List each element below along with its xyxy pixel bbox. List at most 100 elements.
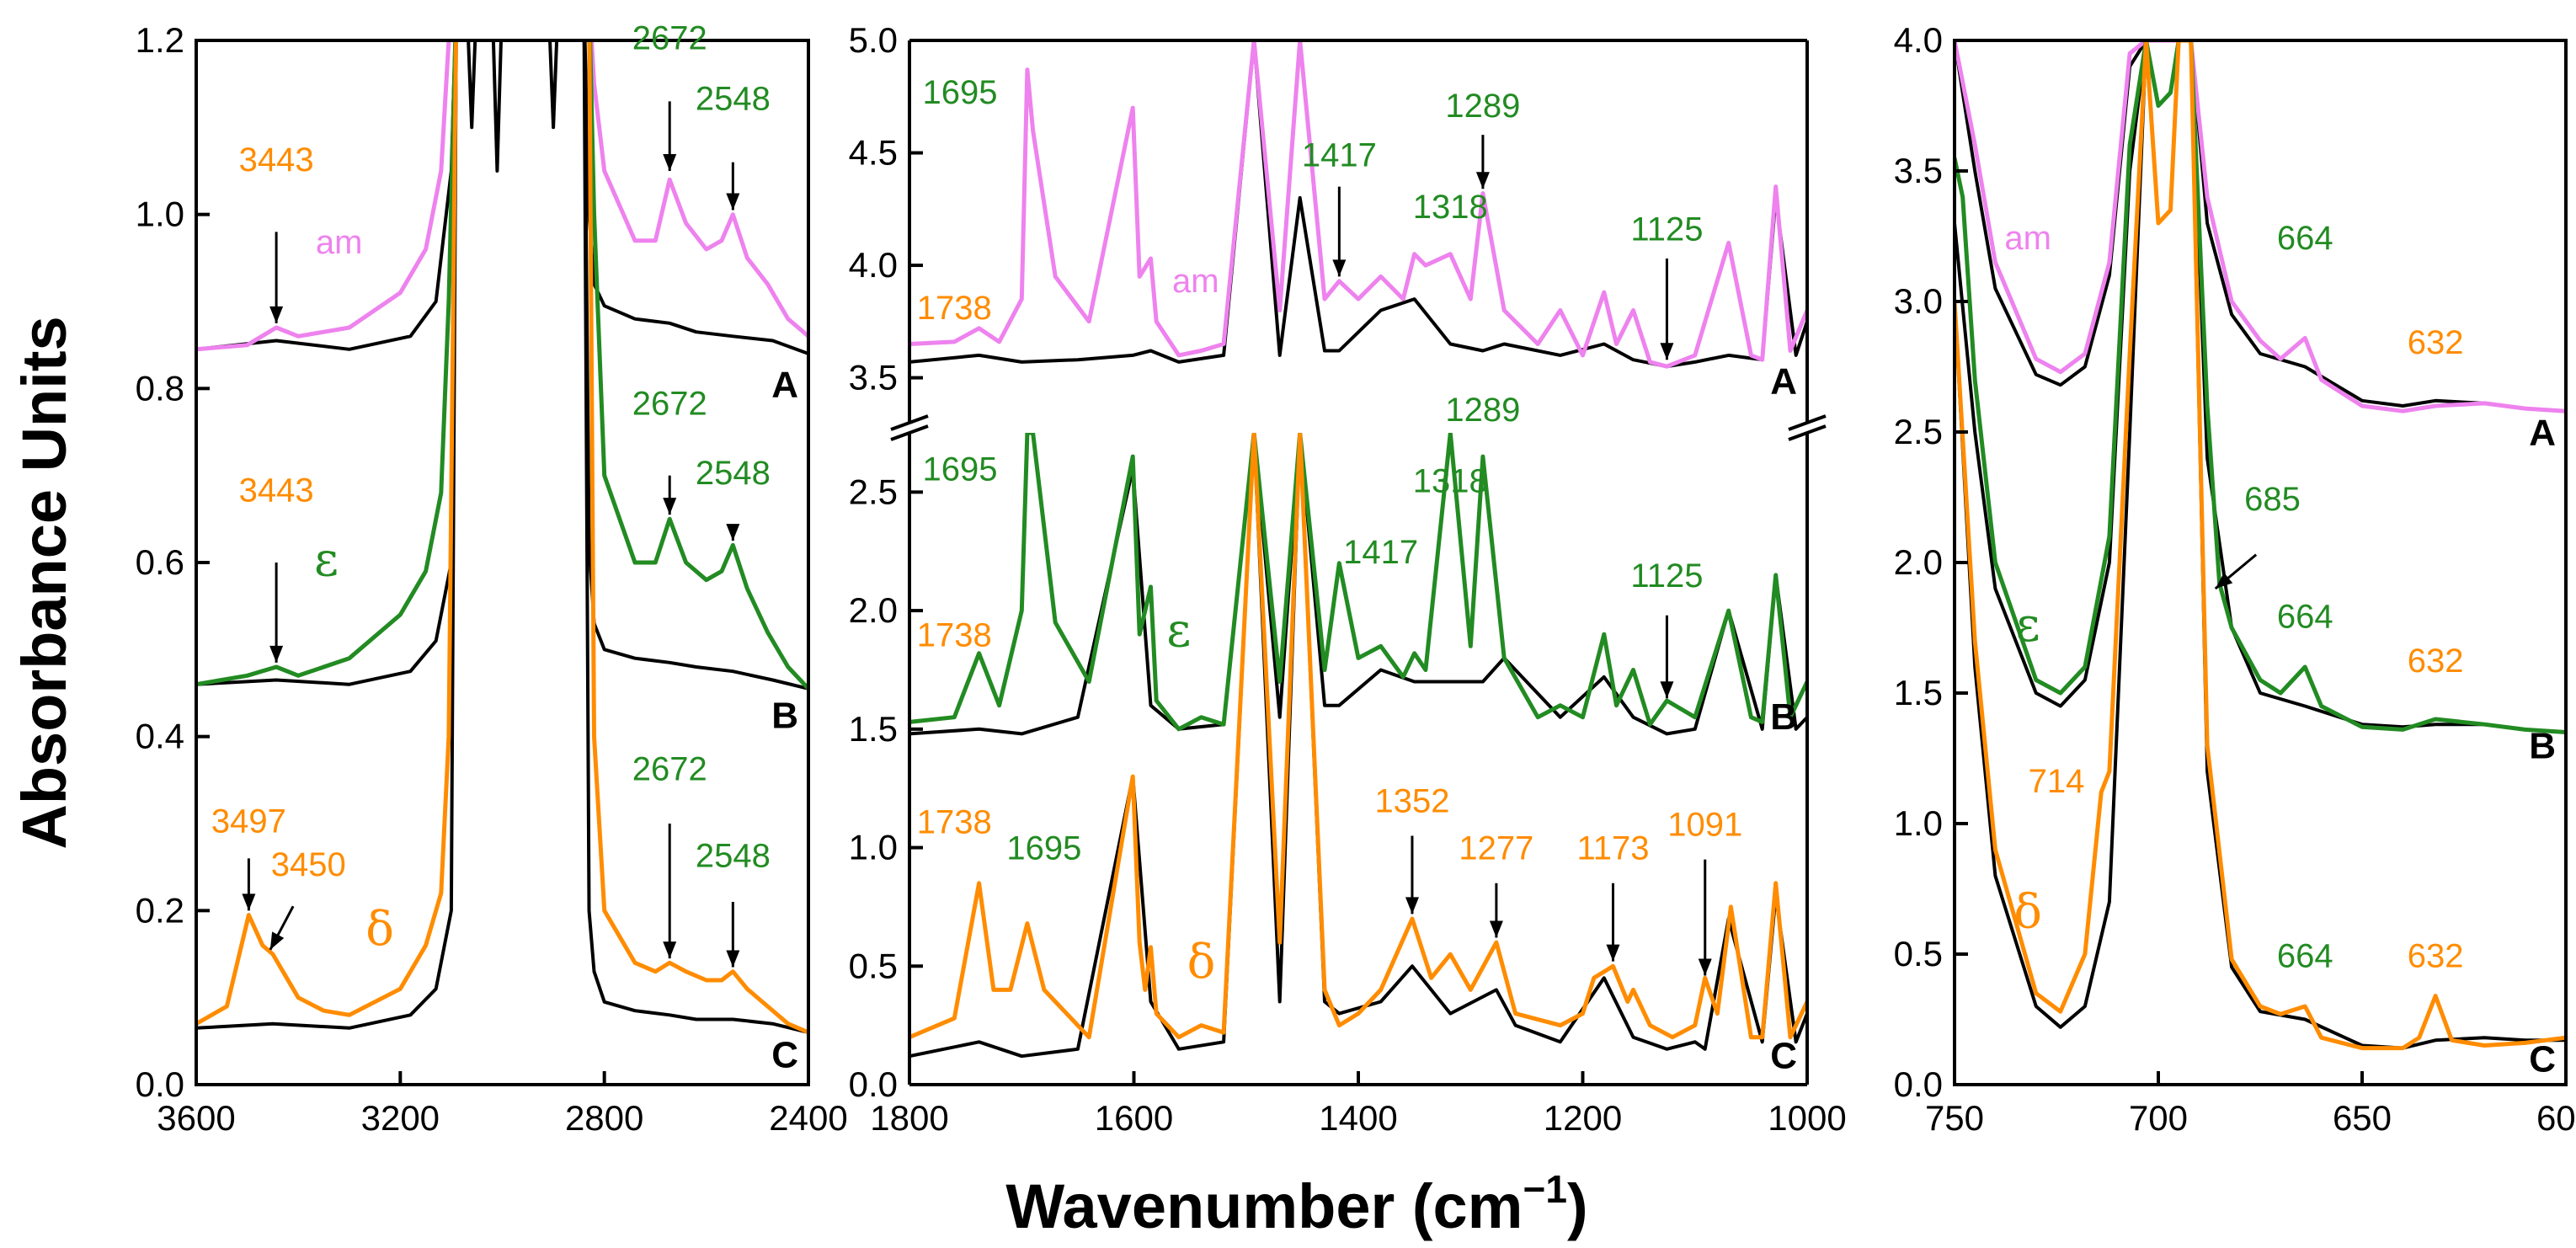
y-tick-label: 4.0 [1894, 20, 1943, 60]
y-tick-label: 1.0 [1894, 803, 1943, 843]
peak-label: 3450 [271, 846, 346, 883]
panel-left: 3600 3200 2800 2400 0.0 0.2 0.4 0.6 0.8 1.0 1.2 344… [136, 19, 848, 1138]
arrow-head [1660, 343, 1674, 360]
x-tick-label: 1000 [1768, 1098, 1846, 1138]
peak-label: 1738 [917, 616, 992, 653]
y-tick-label: 3.0 [1894, 281, 1943, 321]
axis-break-mark [890, 414, 929, 431]
series-C-delta [196, 40, 808, 1035]
arrow-head [269, 645, 284, 663]
panel-right: 750 700 650 600 0.0 0.5 1.0 1.5 2.0 2.5 3.0 3.5 4.0 6… [1894, 20, 2576, 1138]
peak-label: 2548 [696, 838, 771, 875]
peak-label: 632 [2408, 324, 2464, 361]
y-tick-label: 1.2 [136, 20, 184, 60]
arrow-head [1606, 944, 1620, 962]
phase-label: ε [1166, 603, 1191, 658]
plot-area-upper [909, 40, 1807, 369]
plot-area [196, 40, 808, 1035]
y-tick-label: 2.0 [849, 590, 898, 630]
series-C-delta [1955, 40, 2566, 1051]
phase-label: δ [2013, 885, 2042, 940]
y-tick-label: 0.8 [136, 368, 184, 408]
series-A-ref [1955, 40, 2566, 413]
series-B-ref [196, 40, 808, 691]
y-tick-label: 2.5 [849, 472, 898, 511]
x-tick-label: 1400 [1319, 1098, 1397, 1138]
peak-label: 3443 [239, 141, 314, 179]
trace-tag: C [1770, 1035, 1797, 1076]
y-tick-label: 3.5 [849, 358, 898, 397]
y-tick-label: 0.0 [1894, 1064, 1943, 1104]
series-A-am [196, 40, 808, 352]
trace-tag: B [2529, 726, 2556, 767]
x-axis-title: Wavenumber (cm−1) [1005, 1167, 1587, 1241]
arrow-head [2215, 573, 2233, 589]
y-tick-label: 1.5 [1894, 673, 1943, 712]
x-tick-label: 650 [2333, 1098, 2392, 1138]
phase-label: ε [2016, 598, 2040, 653]
y-tick-label: 4.5 [849, 133, 898, 173]
x-tick-label: 3600 [157, 1098, 235, 1138]
arrow-head [1698, 958, 1712, 976]
arrow-head [269, 306, 284, 323]
peak-label: 3443 [239, 472, 314, 509]
arrow-head [269, 931, 285, 950]
arrow-head [1475, 172, 1490, 189]
x-tick-label: 600 [2536, 1098, 2576, 1138]
peak-label: 1125 [1630, 557, 1703, 595]
arrow-head [1332, 259, 1347, 277]
series-B-ref [1955, 40, 2566, 734]
peak-label: 1738 [917, 804, 992, 841]
peak-label: 2548 [696, 455, 771, 492]
phase-label: am [1172, 263, 1219, 300]
y-axis-title: Absorbance Units [9, 316, 79, 849]
phase-label: δ [1187, 935, 1216, 989]
peak-label: 1173 [1576, 830, 1649, 867]
peak-label: 2548 [696, 81, 771, 118]
y-tick-label: 5.0 [849, 20, 898, 60]
arrow-head [726, 193, 740, 211]
y-tick-label: 1.5 [849, 709, 898, 749]
arrow-head [663, 498, 677, 515]
peak-label: 2672 [632, 19, 707, 56]
x-tick-label: 750 [1925, 1098, 1984, 1138]
peak-label: 664 [2277, 220, 2333, 257]
plot-area [1955, 40, 2566, 1051]
trace-tag: A [771, 365, 798, 406]
series-A-am [909, 40, 1807, 369]
peak-label: 1695 [922, 451, 997, 488]
arrow-head [726, 950, 740, 968]
arrow-head [663, 941, 677, 959]
x-tick-label: 2400 [769, 1098, 847, 1138]
series-C-delta [909, 433, 1807, 1040]
x-tick-label: 3200 [361, 1098, 440, 1138]
x-axis-title-main: Wavenumber (cm [1005, 1171, 1523, 1241]
phase-label: δ [365, 903, 394, 957]
plot-area-lower [909, 433, 1807, 1059]
peak-label: 1695 [1006, 830, 1081, 867]
series-A-ref [909, 40, 1807, 369]
axis-break-mark [1788, 424, 1827, 441]
trace-tag: C [771, 1034, 798, 1075]
peak-label: 1125 [1630, 211, 1703, 248]
series-B-eps [1955, 40, 2566, 734]
peak-label: 1318 [1413, 189, 1488, 226]
y-tick-label: 1.0 [136, 195, 184, 234]
axis-break-mark [1788, 414, 1827, 431]
panels: 3600 3200 2800 24000.00.20.40.60.81.01.2344… [136, 19, 2576, 1138]
y-tick-label: 0.6 [136, 542, 184, 582]
arrow-head [726, 524, 740, 541]
trace-tag: B [1770, 696, 1797, 738]
x-axis-title-sup: −1 [1523, 1167, 1566, 1211]
y-tick-label: 1.0 [849, 828, 898, 867]
x-tick-label: 1800 [870, 1098, 948, 1138]
peak-label: 1289 [1445, 392, 1520, 429]
peak-label: 1289 [1445, 88, 1520, 125]
y-tick-label: 3.5 [1894, 151, 1943, 190]
trace-tag: C [2529, 1039, 2556, 1080]
peak-label: 664 [2277, 938, 2333, 975]
arrow-head [1489, 920, 1503, 938]
peak-label: 1417 [1343, 534, 1418, 571]
phase-label: ε [314, 533, 339, 588]
plot-frame [1953, 39, 2568, 1086]
